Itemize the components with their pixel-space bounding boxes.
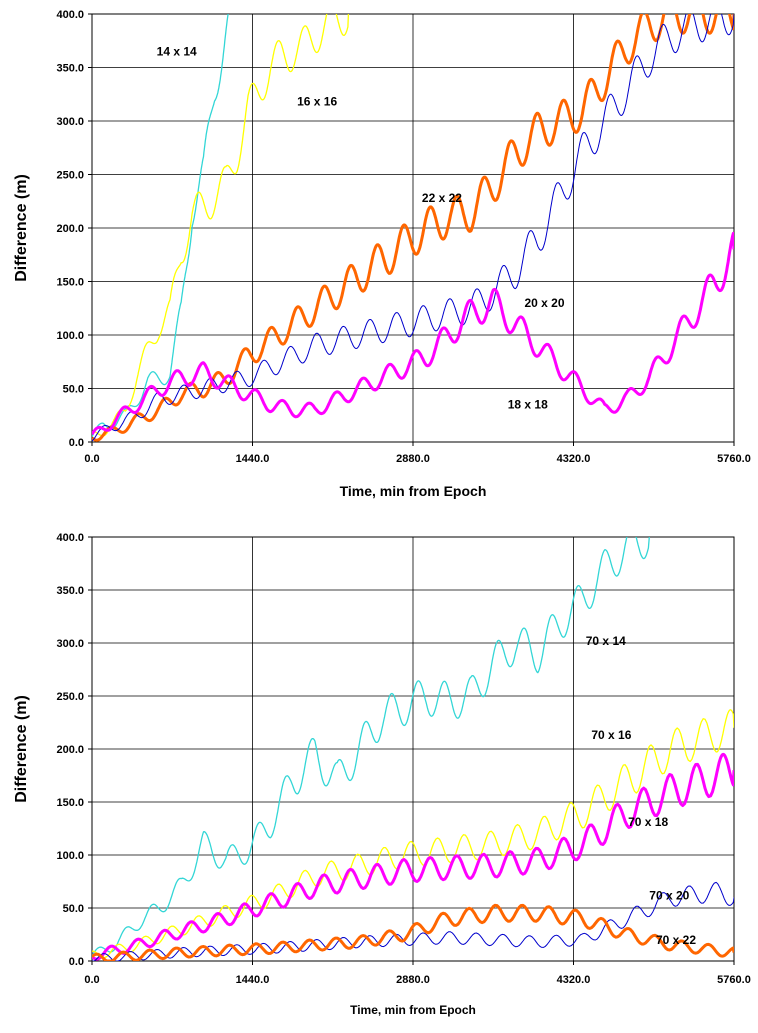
y-tick-label: 300.0 — [56, 116, 84, 128]
y-tick-label: 350.0 — [56, 585, 84, 597]
y-tick-label: 150.0 — [56, 797, 84, 809]
x-tick-label: 5760.0 — [717, 453, 751, 465]
y-tick-label: 300.0 — [56, 638, 84, 650]
y-axis-title: Difference (m) — [13, 695, 30, 803]
y-tick-label: 200.0 — [56, 744, 84, 756]
y-tick-label: 50.0 — [63, 903, 84, 915]
series-line-14x14 — [92, 14, 229, 437]
y-tick-label: 0.0 — [69, 437, 84, 449]
series-line-70x14 — [92, 537, 650, 957]
series-label: 70 x 14 — [586, 634, 626, 648]
x-tick-label: 4320.0 — [557, 453, 591, 465]
series-line-16x16 — [92, 14, 350, 437]
x-tick-label: 0.0 — [84, 453, 99, 465]
series-label: 22 x 22 — [422, 191, 462, 205]
y-tick-label: 150.0 — [56, 277, 84, 289]
y-tick-label: 400.0 — [56, 9, 84, 21]
y-tick-label: 100.0 — [56, 330, 84, 342]
series-label: 70 x 16 — [591, 728, 631, 742]
series-label: 14 x 14 — [157, 44, 197, 58]
y-tick-label: 400.0 — [56, 532, 84, 544]
x-tick-label: 1440.0 — [236, 453, 270, 465]
series-label: 70 x 22 — [656, 933, 696, 947]
series-line-22x22 — [92, 14, 734, 442]
y-tick-label: 200.0 — [56, 223, 84, 235]
y-tick-label: 250.0 — [56, 170, 84, 182]
x-tick-label: 0.0 — [84, 974, 99, 986]
x-tick-label: 2880.0 — [396, 453, 430, 465]
series-label: 20 x 20 — [524, 296, 564, 310]
x-tick-label: 5760.0 — [717, 974, 751, 986]
y-tick-label: 0.0 — [69, 956, 84, 968]
line-chart-bottom: 0.0 50.0 100.0 150.0 200.0 250.0 300.0 350.0 400… — [13, 532, 751, 1017]
x-tick-label: 2880.0 — [396, 974, 430, 986]
y-tick-label: 350.0 — [56, 63, 84, 75]
series-label: 18 x 18 — [508, 398, 548, 412]
x-axis-title: Time, min from Epoch — [340, 483, 487, 499]
x-axis-title: Time, min from Epoch — [350, 1003, 476, 1017]
series-label: 16 x 16 — [297, 95, 337, 109]
series-line-70x22 — [92, 903, 734, 961]
series-line-70x20 — [92, 881, 734, 961]
series-group — [92, 537, 734, 961]
chart-panel-top: 0.0 50.0 100.0 150.0 200.0 250.0 300.0 350.0 400… — [0, 0, 758, 514]
line-chart-top: 0.0 50.0 100.0 150.0 200.0 250.0 300.0 350.0 400… — [13, 9, 751, 499]
y-axis-title: Difference (m) — [13, 174, 30, 282]
series-group — [92, 14, 734, 442]
series-line-18x18 — [92, 231, 734, 436]
y-tick-label: 100.0 — [56, 850, 84, 862]
series-line-70x18 — [92, 752, 734, 961]
series-line-20x20 — [92, 14, 734, 442]
series-label: 70 x 18 — [628, 815, 668, 829]
y-tick-label: 250.0 — [56, 691, 84, 703]
y-tick-label: 50.0 — [63, 384, 84, 396]
series-label: 70 x 20 — [649, 888, 689, 902]
x-tick-label: 1440.0 — [236, 974, 270, 986]
chart-panel-bottom: 0.0 50.0 100.0 150.0 200.0 250.0 300.0 350.0 400… — [0, 514, 758, 1028]
x-tick-label: 4320.0 — [557, 974, 591, 986]
